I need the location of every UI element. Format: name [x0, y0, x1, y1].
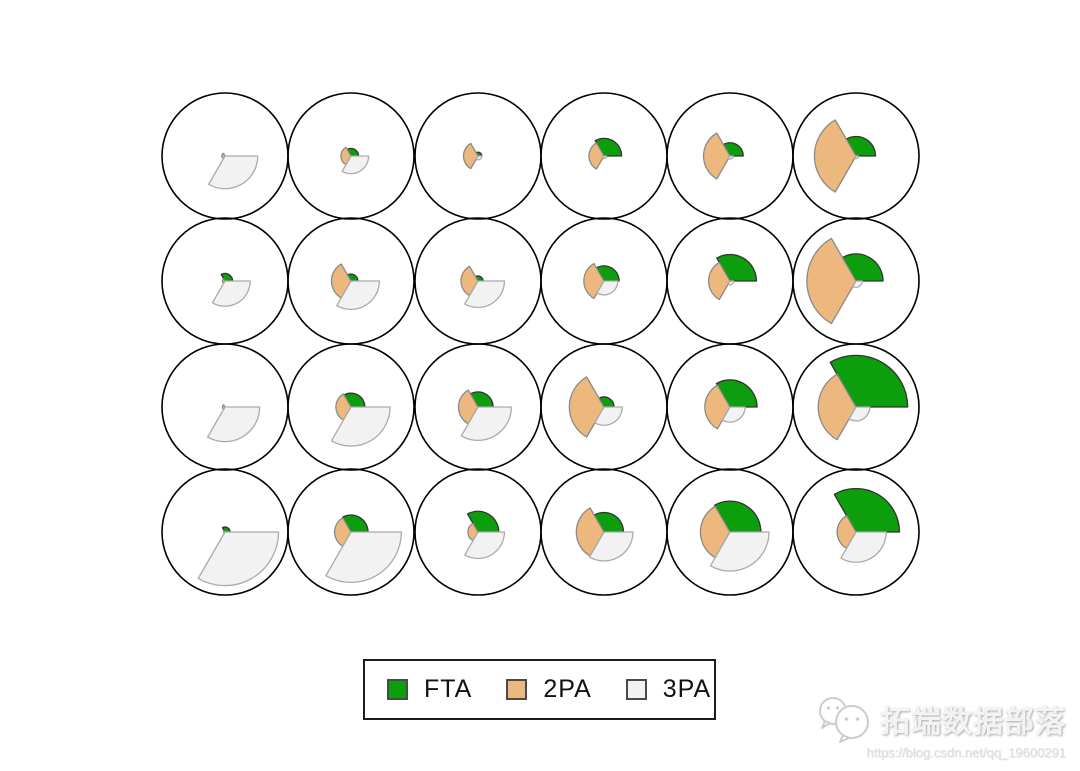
legend-item-fta: FTA [387, 675, 472, 704]
3pa-sector [341, 155, 370, 175]
3pa-sector [721, 406, 746, 423]
2pa-sector [806, 237, 857, 325]
fta-sector [829, 354, 909, 408]
3pa-sector [211, 280, 251, 307]
3pa-sector [464, 531, 506, 560]
3pa-sector [602, 155, 608, 160]
3pa-sector [325, 531, 403, 583]
2pa-sector [836, 514, 857, 550]
2pa-sector [707, 261, 731, 301]
3pa-sector [588, 531, 634, 562]
fta-swatch [387, 679, 408, 700]
2pa-sector [568, 376, 605, 438]
3pa-sector [197, 531, 280, 587]
2pa-sector [460, 265, 479, 297]
2pa-sector [335, 393, 352, 421]
3pa-sector [848, 406, 871, 422]
3pa-sector [460, 406, 513, 442]
3pa-sector [727, 280, 735, 286]
2pa-sector [330, 263, 352, 299]
watermark-url: https://blog.csdn.net/qq_19600291 [866, 745, 1067, 760]
3pa-label: 3PA [662, 675, 712, 703]
3pa-sector [336, 280, 380, 310]
3pa-sector [207, 406, 261, 443]
3pa-sector [475, 155, 483, 161]
glyph-circle [287, 468, 415, 596]
3pa-sector [330, 406, 391, 447]
fta-label: FTA [424, 675, 473, 703]
glyph-circle [792, 343, 920, 471]
2pa-sector [817, 373, 857, 441]
fta-sector [833, 487, 901, 533]
glyph-circle [287, 92, 415, 220]
2pa-sector [334, 517, 352, 547]
2pa-sector [702, 132, 731, 180]
watermark: 拓端数据部落 https://blog.csdn.net/qq_19600291 [816, 694, 1066, 760]
chat-bubbles-icon [819, 697, 869, 743]
3pa-sector [854, 155, 860, 160]
2pa-sector [588, 142, 605, 170]
legend-item-2pa: 2PA [506, 675, 591, 704]
glyph-circle [792, 468, 920, 596]
watermark-brand: 拓端数据部落 [880, 706, 1066, 739]
3pa-sector [464, 280, 506, 309]
2pa-label: 2PA [543, 675, 592, 703]
2pa-sector [457, 389, 479, 425]
glyph-circle [287, 343, 415, 471]
3pa-sector [207, 155, 259, 190]
2pa-sector [813, 119, 857, 193]
3pa-sector [840, 531, 887, 563]
2pa-sector [462, 142, 479, 170]
legend-item-3pa: 3PA [625, 675, 712, 704]
glyph-circle [792, 92, 920, 220]
3pa-sector [594, 406, 623, 426]
legend-box: FTA 2PA 3PA [363, 659, 716, 720]
3pa-sector [709, 531, 770, 572]
3pa-sector [852, 280, 863, 288]
3pa-sector [727, 155, 734, 160]
2pa-sector [704, 384, 731, 430]
3pa-sector [596, 280, 619, 296]
2pa-swatch [506, 679, 528, 700]
3pa-swatch [625, 679, 647, 700]
